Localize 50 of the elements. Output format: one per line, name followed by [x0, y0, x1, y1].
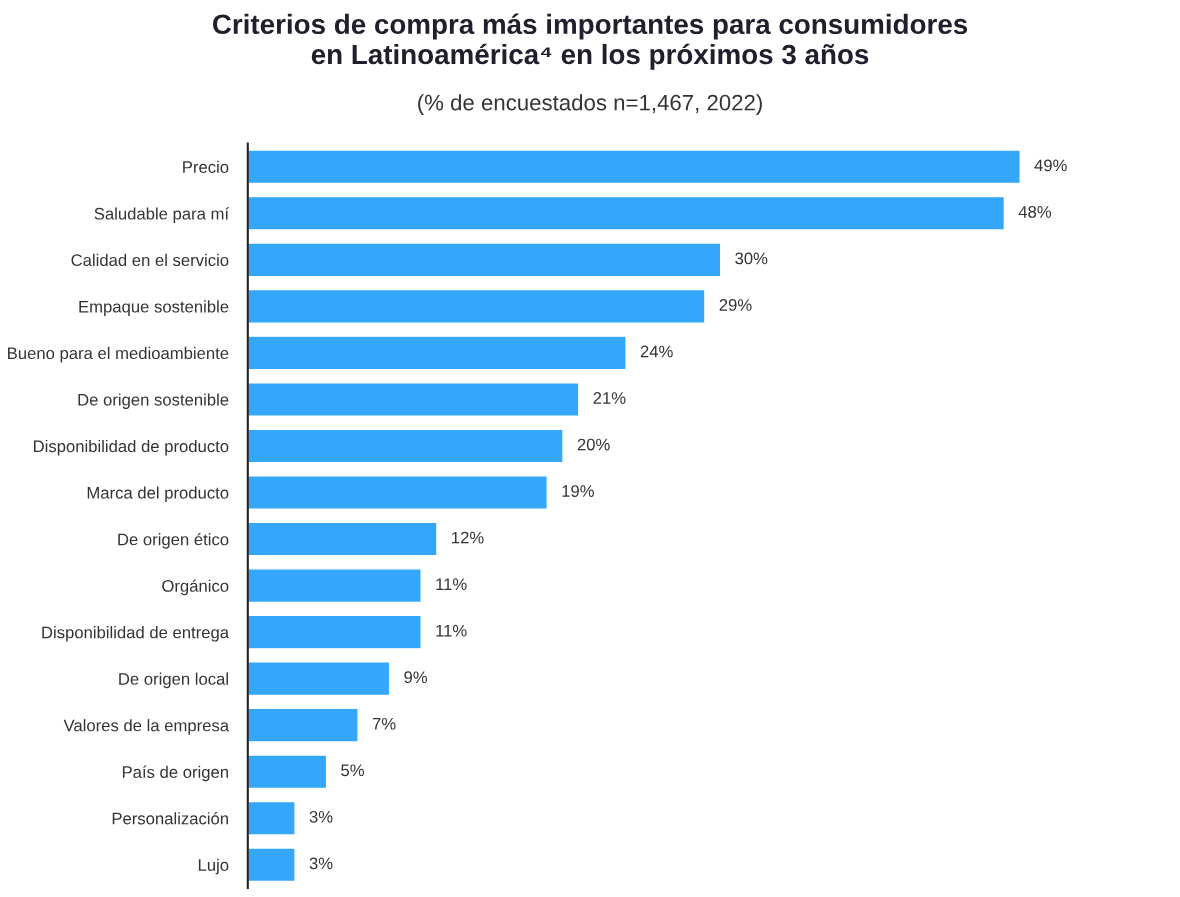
data-label: 30%	[735, 252, 768, 265]
data-label: 12%	[452, 531, 484, 544]
bar	[247, 242, 722, 278]
data-label: 9%	[404, 671, 428, 684]
data-label: 5%	[341, 764, 364, 777]
data-label: 3%	[309, 810, 333, 823]
data-label: 48%	[1018, 205, 1052, 218]
data-label: 19%	[562, 485, 594, 497]
y-tick-label: Orgánico	[162, 579, 229, 596]
y-tick-label: Marca del producto	[87, 486, 229, 503]
y-tick-label: De origen sostenible	[78, 393, 229, 409]
y-tick-label: Disponibilidad de entrega	[42, 626, 230, 642]
data-label: 29%	[719, 299, 752, 311]
bar	[247, 754, 328, 790]
y-tick-label: Calidad en el servicio	[71, 253, 229, 267]
bar	[247, 614, 422, 650]
bar	[247, 149, 1021, 185]
bar	[247, 475, 548, 510]
bar	[247, 521, 438, 557]
y-tick-label: Empaque sostenible	[79, 300, 229, 316]
data-label: 49%	[1034, 159, 1067, 172]
y-tick-label: De origen local	[119, 672, 228, 689]
bar	[247, 707, 359, 743]
bar	[247, 800, 296, 836]
bar	[247, 428, 564, 464]
chart-subtitle: (% de encuestados n=1,467, 2022)	[418, 94, 762, 115]
bar	[247, 288, 706, 324]
y-tick-label: De origen ético	[118, 532, 229, 549]
bar	[247, 381, 580, 417]
data-label: 7%	[372, 717, 396, 730]
y-tick-label: Lujo	[198, 858, 229, 875]
data-label: 11%	[436, 624, 467, 637]
data-label: 3%	[309, 857, 333, 870]
bar	[247, 661, 391, 697]
y-tick-label: Disponibilidad de producto	[34, 439, 229, 456]
y-tick-label: Bueno para el medioambiente	[8, 346, 229, 363]
data-label: 11%	[436, 578, 467, 590]
y-tick-label: Saludable para mí	[94, 207, 229, 223]
y-tick-label: Precio	[183, 160, 229, 173]
bar	[247, 335, 627, 371]
y-tick-label: Valores de la empresa	[63, 719, 230, 735]
bar	[247, 568, 422, 604]
bar	[247, 195, 1006, 231]
data-label: 21%	[593, 392, 626, 404]
data-label: 24%	[640, 345, 673, 358]
y-tick-label: País de origen	[122, 765, 228, 782]
bar	[247, 847, 296, 883]
data-label: 20%	[577, 438, 610, 451]
y-tick-label: Personalización	[112, 812, 228, 825]
chart-title: Criterios de compra más importantes para consumidores en Latinoamérica⁴ en los próximos 3 años	[212, 13, 968, 70]
